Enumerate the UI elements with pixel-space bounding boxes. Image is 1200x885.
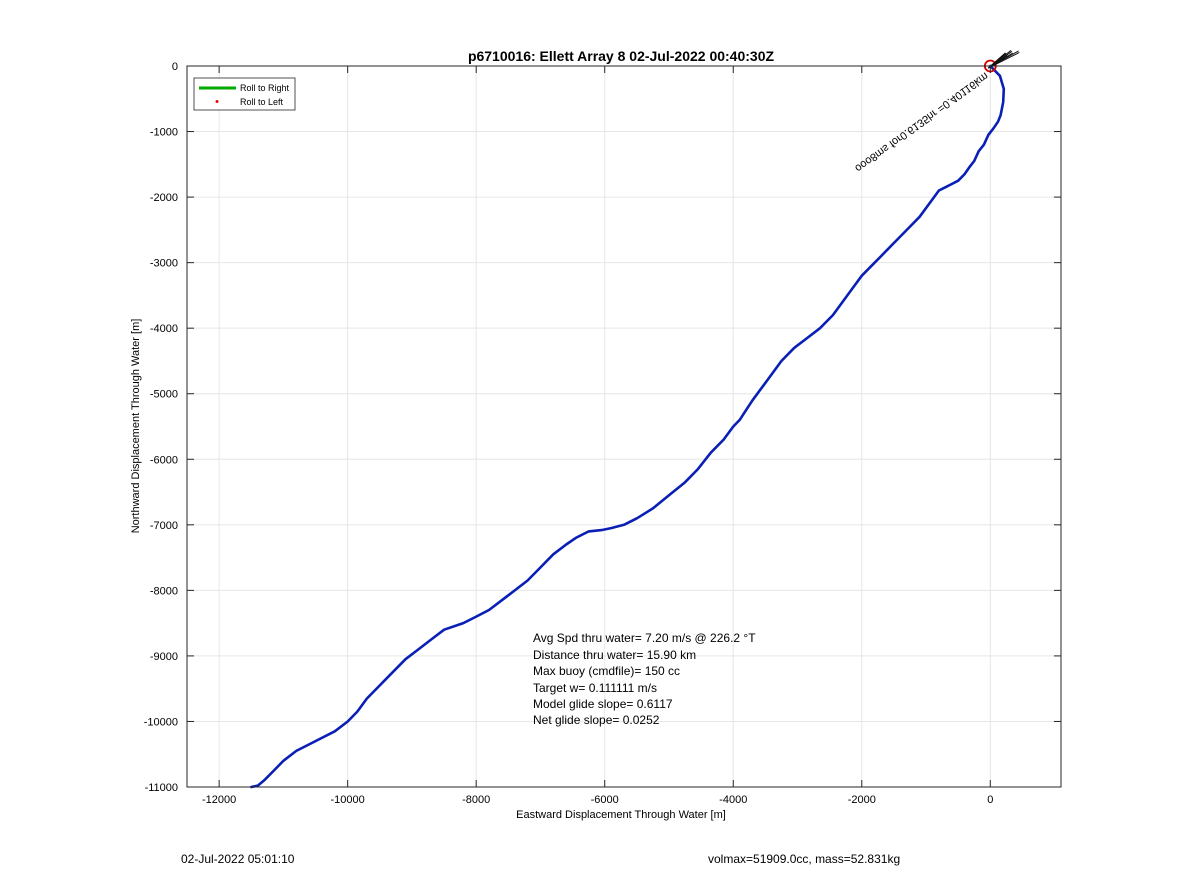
grid-lines (187, 65, 1061, 788)
stats-line-target-w: Target w= 0.111111 m/s (533, 681, 657, 695)
y-tick-label: -3000 (150, 258, 178, 270)
stats-line-buoy: Max buoy (cmdfile)= 150 cc (533, 664, 680, 678)
x-tick-label: -4000 (719, 794, 747, 806)
x-axis-label: Eastward Displacement Through Water [m] (516, 809, 726, 821)
y-axis-ticks: 0 -1000 -2000 -3000 -4000 -5000 -6000 -7000 -800… (144, 61, 1061, 794)
x-tick-label: -12000 (202, 794, 236, 806)
x-tick-label: -8000 (462, 794, 490, 806)
y-tick-label: -10000 (144, 716, 178, 728)
legend-dot-roll-left (215, 100, 219, 103)
x-axis-ticks: -12000 -10000 -8000 -6000 -4000 -2000 0 (202, 66, 993, 806)
y-tick-label: -1000 (150, 127, 178, 139)
track-line (250, 64, 1006, 789)
x-tick-label: -6000 (591, 794, 619, 806)
x-tick-label: -2000 (848, 794, 876, 806)
stats-line-net-glide: Net glide slope= 0.0252 (533, 713, 660, 727)
legend: Roll to Right Roll to Left (193, 77, 296, 111)
legend-box (193, 77, 296, 111)
y-tick-label: 0 (172, 61, 178, 73)
footer-timestamp: 02-Jul-2022 05:01:10 (181, 852, 295, 866)
y-tick-label: -6000 (150, 454, 178, 466)
plot-area (187, 66, 1061, 787)
y-tick-label: -8000 (150, 585, 178, 597)
stats-line-speed: Avg Spd thru water= 7.20 m/s @ 226.2 °T (533, 631, 756, 645)
y-tick-label: -9000 (150, 651, 178, 663)
arrow-cluster (987, 49, 1020, 69)
stats-line-model-glide: Model glide slope= 0.6117 (533, 697, 673, 711)
footer-volmax-mass: volmax=51909.0cc, mass=52.831kg (708, 852, 901, 866)
y-tick-label: -2000 (150, 192, 178, 204)
x-tick-label: -10000 (331, 794, 365, 806)
legend-label-roll-left: Roll to Left (240, 97, 284, 107)
stats-line-distance: Distance thru water= 15.90 km (533, 648, 696, 662)
y-tick-label: -11000 (145, 782, 178, 794)
y-tick-label: -7000 (150, 520, 178, 532)
plot-frame (186, 65, 1062, 788)
y-tick-label: -5000 (150, 389, 178, 401)
legend-label-roll-right: Roll to Right (240, 83, 290, 93)
x-tick-label: 0 (987, 794, 993, 806)
y-axis-label: Northward Displacement Through Water [m] (130, 319, 142, 534)
chart-title: p6710016: Ellett Array 8 02-Jul-2022 00:… (468, 48, 775, 64)
stats-annotation: Avg Spd thru water= 7.20 m/s @ 226.2 °T … (533, 631, 756, 727)
y-tick-label: -4000 (150, 323, 178, 335)
